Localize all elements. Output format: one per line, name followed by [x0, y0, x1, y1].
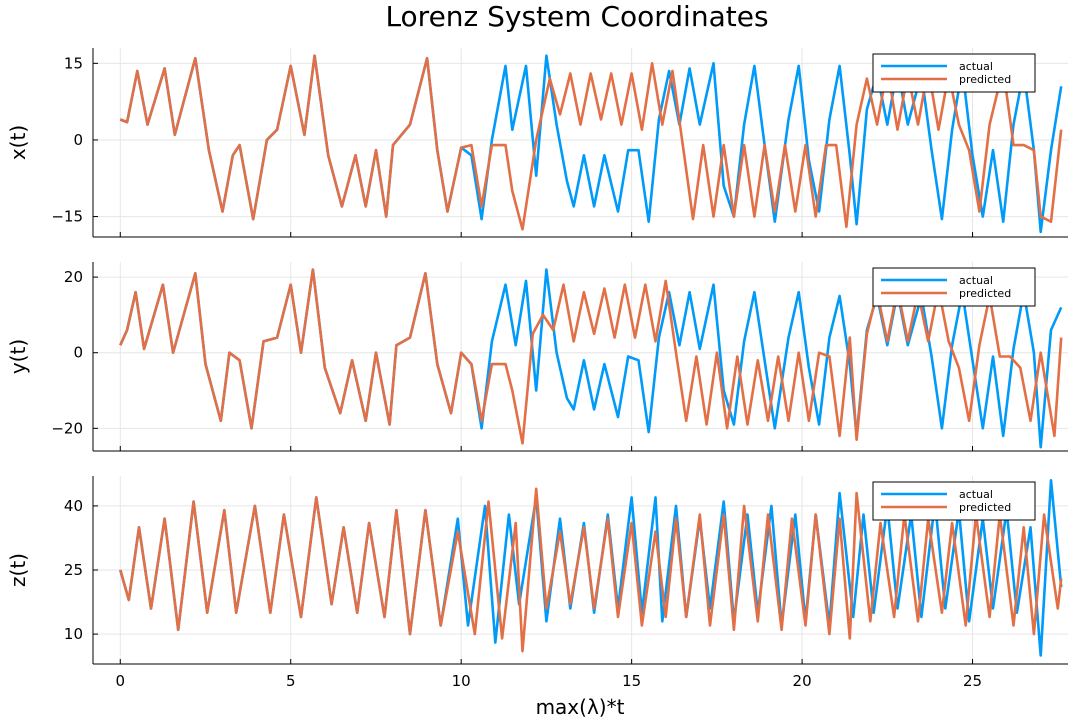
- y-tick-label: 25: [64, 561, 83, 579]
- y-tick-label: 0: [73, 344, 83, 362]
- y-axis-label: y(t): [6, 339, 30, 374]
- x-tick-label: 5: [286, 672, 296, 690]
- x-tick-label: 15: [622, 672, 641, 690]
- legend-label-actual: actual: [959, 488, 993, 501]
- y-tick-label: 0: [73, 131, 83, 149]
- panels-group: 150−15x(t)actualpredicted200−20y(t)actua…: [6, 48, 1068, 690]
- series-line-predicted: [119, 54, 1063, 231]
- legend-label-actual: actual: [959, 60, 993, 73]
- series-line-predicted: [119, 268, 1063, 445]
- legend-label-predicted: predicted: [959, 501, 1011, 514]
- y-tick-label: 10: [64, 625, 83, 643]
- chart-title: Lorenz System Coordinates: [385, 0, 768, 33]
- x-tick-label: 20: [793, 672, 812, 690]
- x-tick-label: 10: [452, 672, 471, 690]
- series-line-predicted: [119, 487, 1063, 653]
- legend-box: [872, 53, 1036, 93]
- y-tick-label: 40: [64, 497, 83, 515]
- y-tick-label: −20: [51, 419, 83, 437]
- y-axis-label: x(t): [6, 125, 30, 160]
- x-tick-label: 25: [963, 672, 982, 690]
- x-tick-label: 0: [115, 672, 125, 690]
- legend-label-predicted: predicted: [959, 287, 1011, 300]
- legend-label-predicted: predicted: [959, 73, 1011, 86]
- y-tick-label: 20: [64, 268, 83, 286]
- x-axis-label: max(λ)*t: [536, 695, 625, 719]
- legend-box: [872, 481, 1036, 521]
- y-tick-label: −15: [51, 208, 83, 226]
- legend-box: [872, 267, 1036, 307]
- y-tick-label: 15: [64, 54, 83, 72]
- y-axis-label: z(t): [6, 553, 30, 587]
- legend-label-actual: actual: [959, 274, 993, 287]
